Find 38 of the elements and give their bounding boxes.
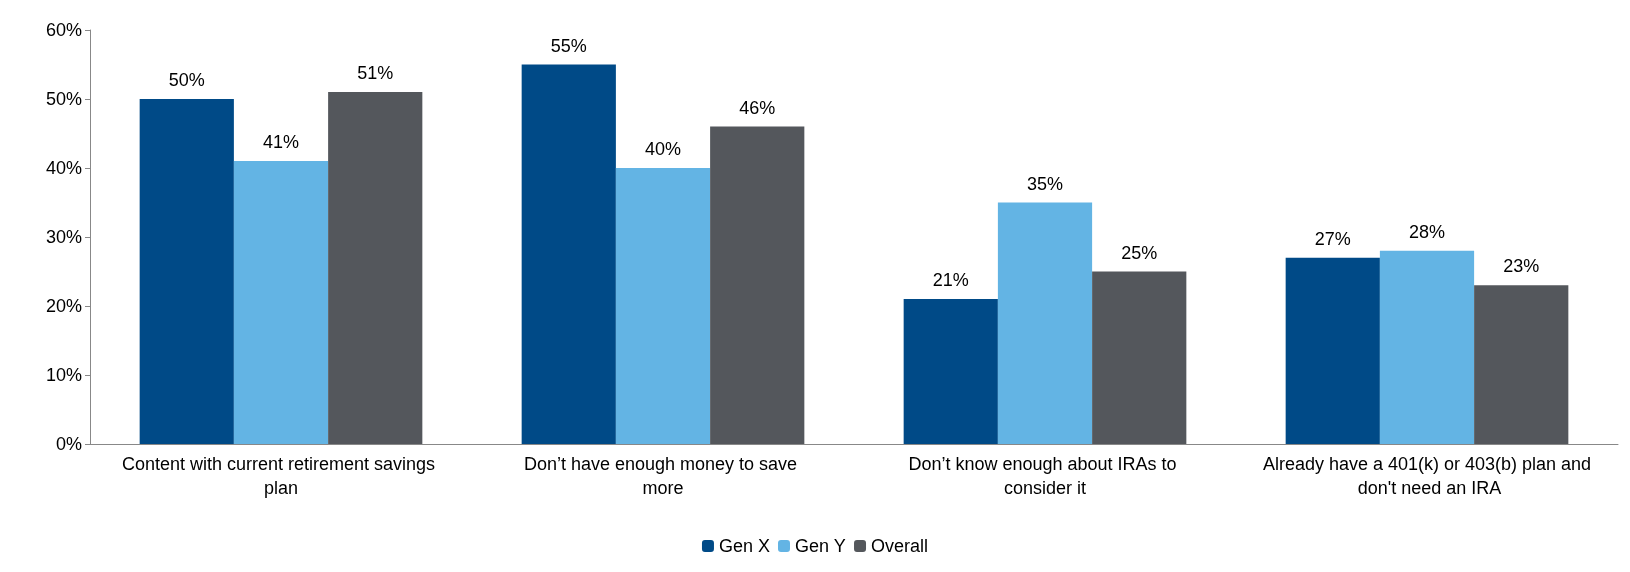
data-label: 40% bbox=[644, 139, 682, 159]
bar bbox=[1285, 257, 1380, 444]
data-label: 50% bbox=[168, 70, 205, 90]
data-label: 28% bbox=[1408, 221, 1446, 242]
y-tick-label: 0% bbox=[55, 434, 82, 454]
legend-label: Gen X bbox=[718, 536, 770, 556]
data-label: 46% bbox=[739, 97, 776, 118]
data-label: 23% bbox=[1503, 256, 1540, 277]
x-tick-label: Content with current retirement savings plan bbox=[121, 454, 441, 498]
y-tick-label: 10% bbox=[45, 365, 82, 385]
bar bbox=[139, 99, 234, 444]
data-label: 41% bbox=[262, 132, 300, 153]
bar bbox=[1379, 250, 1475, 444]
data-label: 51% bbox=[357, 63, 394, 84]
legend-label: Overall bbox=[871, 536, 929, 556]
data-label: 25% bbox=[1121, 242, 1158, 263]
x-tick-label: Already have a 401(k) or 403(b) plan and don't need an IRA bbox=[1262, 454, 1592, 498]
data-label: 35% bbox=[1026, 173, 1064, 194]
y-tick-label: 60% bbox=[45, 20, 82, 40]
y-tick-label: 50% bbox=[45, 89, 82, 109]
bar bbox=[521, 64, 616, 444]
bar bbox=[903, 299, 998, 444]
data-label: 21% bbox=[932, 270, 969, 291]
y-tick-label: 20% bbox=[45, 296, 82, 316]
y-tick-label: 30% bbox=[45, 227, 82, 247]
x-tick-label: Don’t know enough about IRAs to consider it bbox=[908, 454, 1182, 498]
data-label: 27% bbox=[1314, 228, 1351, 249]
bar bbox=[615, 168, 711, 444]
data-label: 55% bbox=[550, 35, 587, 56]
bar bbox=[997, 202, 1093, 444]
bar bbox=[233, 161, 329, 444]
bar bbox=[710, 126, 805, 444]
legend-label: Gen Y bbox=[794, 536, 846, 556]
bar bbox=[1474, 285, 1569, 444]
x-tick-label: Don’t have enough money to save more bbox=[523, 454, 803, 498]
bar bbox=[328, 92, 423, 444]
y-tick-label: 40% bbox=[45, 158, 82, 178]
bar bbox=[1092, 271, 1187, 444]
